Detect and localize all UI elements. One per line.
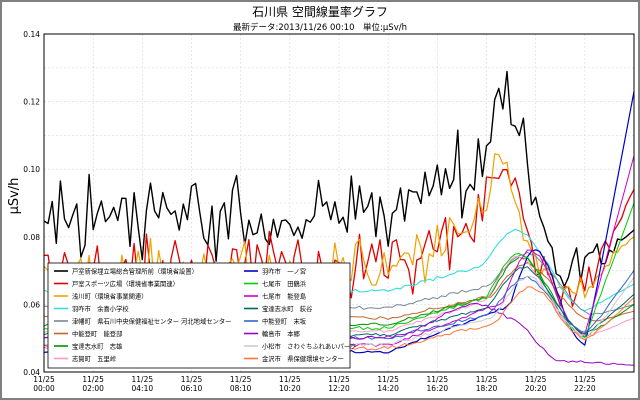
x-tick-time: 14:20 bbox=[377, 384, 399, 393]
plot-border bbox=[43, 33, 635, 373]
x-tick-date: 11/25 bbox=[230, 375, 252, 384]
legend-box bbox=[47, 262, 351, 369]
x-tick-date: 11/25 bbox=[33, 375, 55, 384]
y-tick-label: 0.12 bbox=[23, 98, 40, 107]
y-tick-label: 0.08 bbox=[23, 233, 40, 242]
legend-entry: 中能登町 末坂 bbox=[262, 317, 307, 326]
legend-entry: 金沢市 県保健環境センター bbox=[262, 354, 344, 363]
y-tick-label: 0.14 bbox=[23, 30, 40, 39]
x-tick-date: 11/25 bbox=[377, 375, 399, 384]
legend-entry: 志賀町 五里峠 bbox=[72, 354, 117, 363]
series-line bbox=[43, 70, 635, 288]
x-tick-time: 00:00 bbox=[33, 384, 55, 393]
x-tick-date: 11/25 bbox=[574, 375, 596, 384]
legend-entry: 羽咋市 余喜小学校 bbox=[72, 304, 129, 313]
x-tick-time: 06:10 bbox=[181, 384, 203, 393]
x-tick-date: 11/25 bbox=[525, 375, 547, 384]
y-axis-label: μSv/h bbox=[7, 178, 22, 215]
legend-entry: 戸室スポーツ広場（環境省事業関連） bbox=[72, 279, 179, 288]
x-tick-time: 04:10 bbox=[132, 384, 154, 393]
x-tick-time: 10:20 bbox=[279, 384, 301, 393]
chart-title: 石川県 空間線量率グラフ bbox=[252, 4, 388, 19]
x-tick-time: 20:20 bbox=[525, 384, 547, 393]
x-tick-time: 22:20 bbox=[574, 384, 596, 393]
x-tick-time: 16:20 bbox=[427, 384, 449, 393]
y-tick-label: 0.06 bbox=[23, 300, 40, 309]
x-tick-date: 11/25 bbox=[476, 375, 498, 384]
x-tick-time: 18:20 bbox=[476, 384, 498, 393]
legend-entry: 小松市 さわぐちふれあいパーク bbox=[262, 342, 356, 351]
legend-entry: 七尾市 能登島 bbox=[262, 292, 306, 301]
x-tick-time: 02:00 bbox=[82, 384, 104, 393]
legend-entry: 中能登町 能登部 bbox=[72, 329, 122, 338]
legend-entry: 戸室新保埋立場総合管理所前（環境省設置） bbox=[72, 267, 198, 276]
legend-entry: 羽咋市 一ノ宮 bbox=[262, 267, 306, 276]
x-tick-date: 11/25 bbox=[132, 375, 154, 384]
x-tick-date: 11/25 bbox=[279, 375, 301, 384]
legend-entry: 輪島市 本郷 bbox=[262, 329, 300, 338]
x-tick-date: 11/25 bbox=[181, 375, 203, 384]
legend-entry: 七尾市 田鶴浜 bbox=[262, 279, 307, 288]
legend-entry: 津幡町 県石川中央保健福祉センター 河北地域センター bbox=[72, 317, 231, 326]
legend-entry: 宝達志水町 志雄 bbox=[72, 342, 122, 351]
x-tick-labels: 11/2500:0011/2502:0011/2504:1011/2506:10… bbox=[33, 375, 596, 393]
x-tick-time: 08:10 bbox=[230, 384, 252, 393]
y-tick-labels: 0.04 0.06 0.08 0.10 0.12 0.14 bbox=[23, 30, 40, 377]
legend: 戸室新保埋立場総合管理所前（環境省設置） 戸室スポーツ広場（環境省事業関連） 浅川町… bbox=[47, 262, 356, 369]
legend-entry: 浅川町（環境省事業関連） bbox=[72, 292, 148, 301]
legend-entry: 宝達志水町 荻谷 bbox=[262, 304, 313, 313]
y-tick-label: 0.04 bbox=[23, 368, 40, 377]
x-tick-time: 12:20 bbox=[328, 384, 350, 393]
x-tick-date: 11/25 bbox=[427, 375, 449, 384]
x-tick-date: 11/25 bbox=[328, 375, 350, 384]
x-tick-date: 11/25 bbox=[82, 375, 104, 384]
chart-subtitle: 最新データ:2013/11/26 00:10 単位:μSv/h bbox=[233, 22, 407, 33]
y-tick-label: 0.10 bbox=[23, 165, 40, 174]
